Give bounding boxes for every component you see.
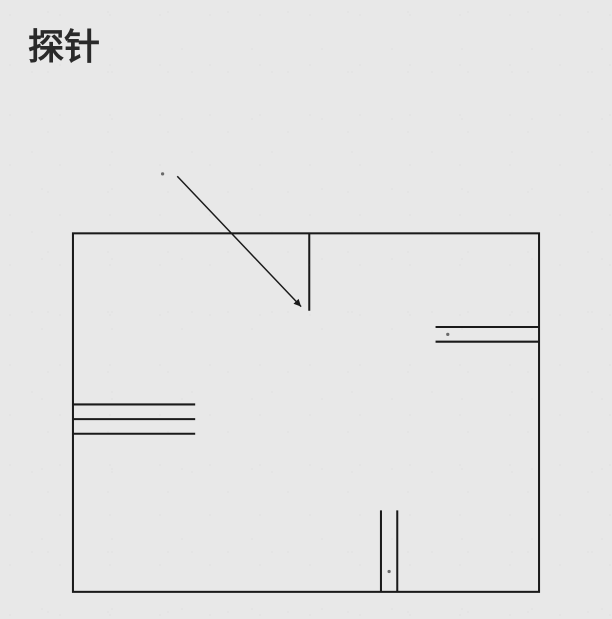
arrow-line xyxy=(177,176,301,306)
outer-box xyxy=(73,233,539,592)
right-line-dot xyxy=(446,333,449,336)
diagram-title: 探针 xyxy=(28,18,100,70)
title-text: 探针 xyxy=(28,27,100,67)
arrow-origin-dot xyxy=(161,172,164,175)
diagram-svg xyxy=(20,160,592,600)
bottom-slot-dot xyxy=(387,570,390,573)
diagram-container xyxy=(20,160,592,600)
